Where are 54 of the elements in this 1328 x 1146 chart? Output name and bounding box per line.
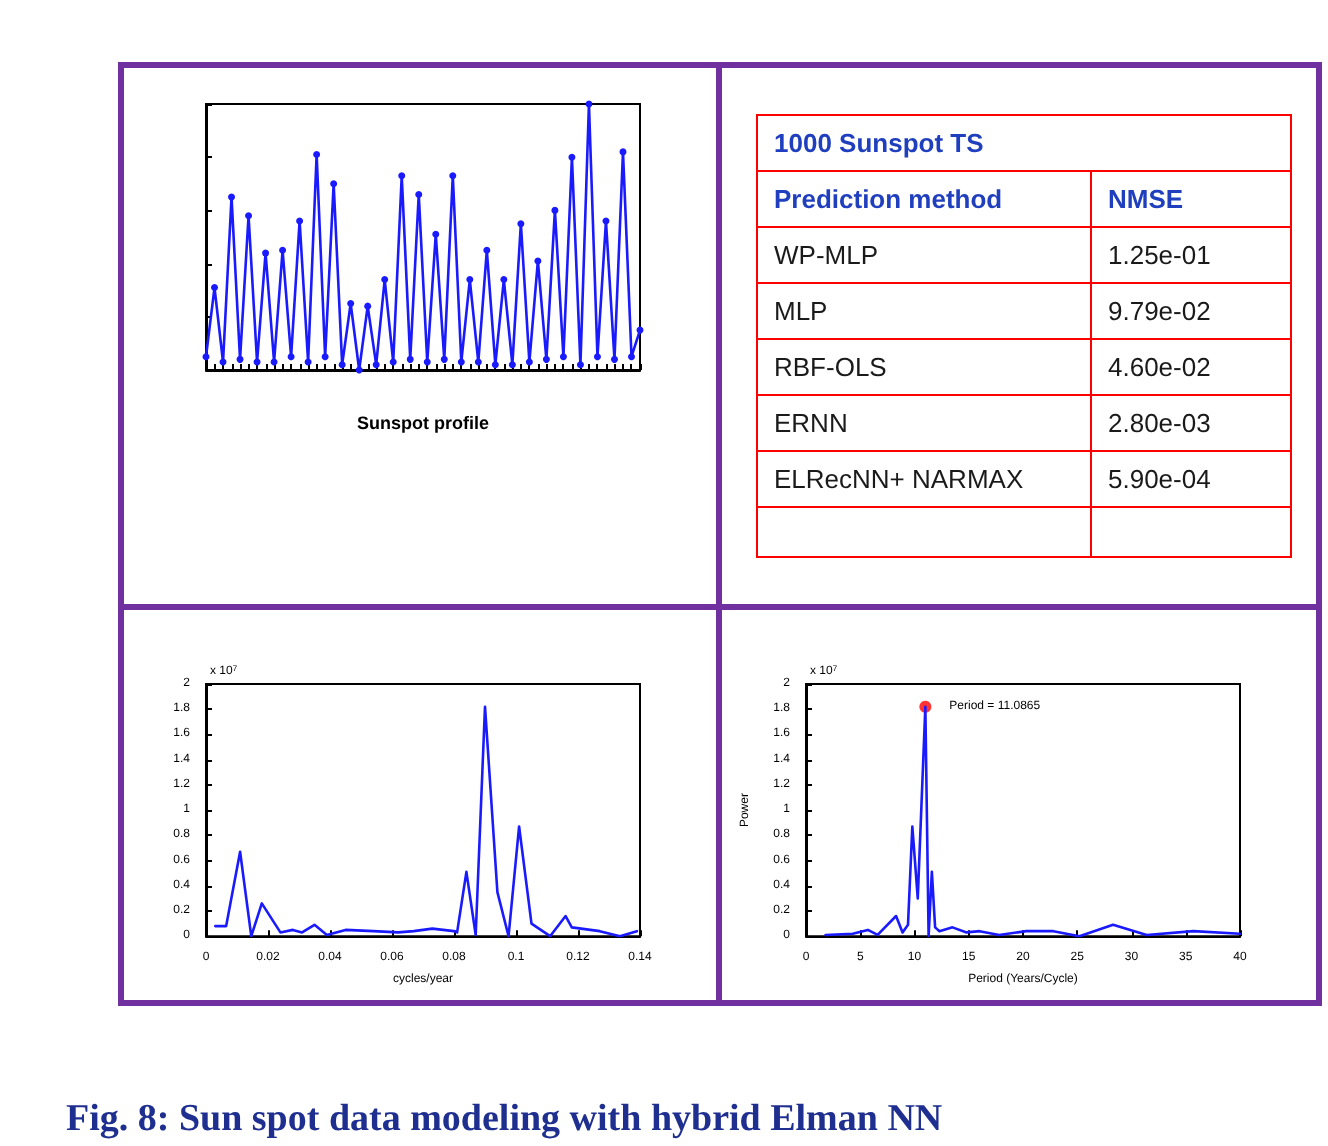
point [483,246,491,254]
point [466,276,474,284]
category-label: WP-MLP [757,227,1091,283]
point [457,358,465,366]
point [364,302,372,310]
point [517,220,525,228]
point [525,358,533,366]
category-label: ERNN [757,395,1091,451]
point [321,353,329,361]
point [440,355,448,363]
text: 2.80e-03 [1108,408,1211,438]
point [211,284,219,292]
category-label: ELRecNN+ NARMAX [757,451,1091,507]
line-series [214,705,639,938]
point [389,358,397,366]
category-label: MLP [757,283,1091,339]
point [628,353,635,361]
point [313,151,321,159]
point [500,276,508,284]
point [245,212,253,220]
category-label: Prediction method [757,171,1091,227]
point [593,353,601,361]
point [474,358,482,366]
text: NMSE [1108,184,1184,214]
point [542,355,550,363]
point [551,206,559,214]
text: 1000 Sunspot TS [757,115,1291,171]
x-axis-title: Sunspot profile [357,413,489,433]
point [202,353,210,361]
point [534,257,542,265]
point [228,193,236,201]
point [432,230,440,238]
point [381,276,389,284]
point [568,153,576,161]
caption: Fig. 8: Sun spot data modeling with hybrid Elman NN [66,1098,943,1142]
text: 9.79e-02 [1108,296,1211,326]
point [398,172,406,180]
point [347,300,355,307]
point [610,355,618,363]
point [262,249,270,257]
point [330,180,338,188]
text: 4.60e-02 [1108,352,1211,382]
point [423,358,431,366]
point [296,217,304,225]
category-label: RBF-OLS [757,339,1091,395]
text: 1.25e-01 [1108,240,1211,270]
point [406,355,414,363]
text: 5.90e-04 [1108,464,1211,494]
point [287,353,295,361]
point [279,246,287,254]
point [449,172,457,180]
point [236,355,244,363]
point [415,190,423,198]
point [559,353,567,361]
